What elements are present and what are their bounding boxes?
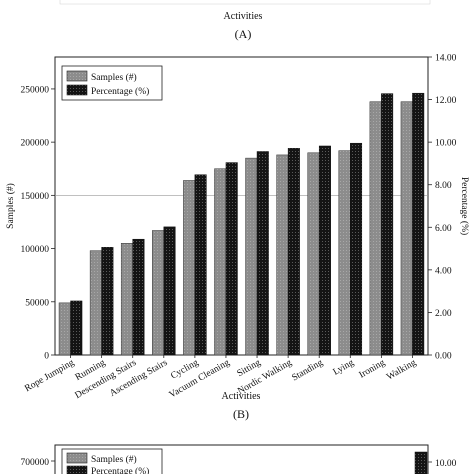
panel-a-label: (A)	[235, 27, 252, 41]
x-tick-label: Rope Jumping	[23, 358, 76, 394]
y-left-label: Samples (#)	[5, 183, 16, 229]
legend: Samples (#) Percentage (%)	[61, 65, 163, 101]
y-right-tick-label: 8.00	[435, 181, 452, 191]
bar-samples	[89, 250, 102, 356]
chart-c-left-tick-label: 700000	[21, 458, 50, 468]
bar-samples	[276, 154, 289, 356]
bar-samples	[400, 101, 413, 356]
bar-group	[58, 92, 425, 356]
bar-percentage	[163, 226, 176, 356]
x-tick-label: Lying	[332, 358, 356, 378]
x-axis-label: Activities	[222, 391, 261, 402]
chart-b: 0 50000 100000 150000 200000 250000 0.00 2.00 4…	[5, 54, 470, 422]
y-axis-right: 0.00 2.00 4.00 6.00 8.00 10.00 12.00 14.00	[428, 54, 457, 362]
panel-a-cut-rule	[59, 0, 431, 5]
bar-percentage	[287, 148, 300, 356]
y-right-tick-label: 2.00	[435, 309, 452, 319]
bar-samples	[58, 302, 71, 356]
y-left-tick-label: 100000	[21, 245, 50, 255]
bar-samples	[152, 230, 165, 356]
panel-a-strip: Activities (A)	[59, 0, 431, 41]
bar-percentage	[381, 93, 394, 356]
y-left-tick-label: 250000	[21, 85, 50, 95]
chart-c-frame	[54, 444, 429, 474]
y-right-label: Percentage (%)	[459, 177, 470, 235]
y-right-tick-label: 6.00	[435, 224, 452, 234]
bar-percentage	[70, 300, 83, 356]
plot-frame	[54, 56, 429, 356]
y-right-tick-label: 14.00	[435, 54, 457, 64]
y-left-tick-label: 50000	[25, 298, 49, 308]
bar-percentage	[350, 142, 363, 356]
bar-samples	[369, 101, 382, 356]
bar-samples	[245, 157, 258, 356]
chart-c-partial: 700000 10.00 Samples (#) Percentage (%)	[21, 444, 457, 474]
chart-c-right-tick-label: 10.00	[435, 459, 457, 469]
bar-percentage	[318, 145, 331, 356]
y-right-tick-label: 12.00	[435, 96, 457, 106]
chart-c-legend-swatch-samples	[66, 452, 88, 464]
panel-a-xlabel: Activities	[224, 11, 263, 22]
bar-percentage	[412, 92, 425, 356]
bar-percentage	[132, 238, 145, 356]
bar-samples	[214, 168, 227, 356]
bar-percentage	[101, 247, 114, 356]
y-right-tick-label: 4.00	[435, 266, 452, 276]
y-right-tick-label: 10.00	[435, 139, 457, 149]
y-axis-left: 0 50000 100000 150000 200000 250000	[21, 85, 55, 362]
chart-c-legend-label-percentage: Percentage (%)	[91, 466, 149, 474]
bar-samples	[120, 243, 133, 356]
chart-c-bar-walking	[414, 451, 428, 474]
bar-percentage	[225, 162, 238, 356]
legend-swatch-samples	[66, 70, 88, 82]
y-left-tick-label: 200000	[21, 139, 50, 149]
x-tick-label: Ironing	[358, 358, 387, 381]
legend-label-percentage: Percentage (%)	[91, 86, 149, 97]
legend-swatch-percentage	[66, 84, 88, 96]
bar-percentage	[194, 174, 207, 356]
chart-c-legend-label-samples: Samples (#)	[91, 454, 137, 465]
x-tick-label: Standing	[290, 358, 324, 384]
y-left-tick-label: 0	[44, 352, 49, 362]
bar-samples	[183, 180, 196, 356]
y-left-tick-label: 150000	[21, 192, 50, 202]
chart-c-legend-swatch-percentage	[66, 465, 88, 474]
x-tick-label: Walking	[385, 358, 418, 383]
bar-percentage	[256, 151, 269, 356]
legend-label-samples: Samples (#)	[91, 72, 137, 83]
bar-samples	[338, 150, 351, 356]
y-right-tick-label: 0.00	[435, 352, 452, 362]
panel-b-label: (B)	[233, 407, 249, 421]
bar-samples	[307, 152, 320, 356]
